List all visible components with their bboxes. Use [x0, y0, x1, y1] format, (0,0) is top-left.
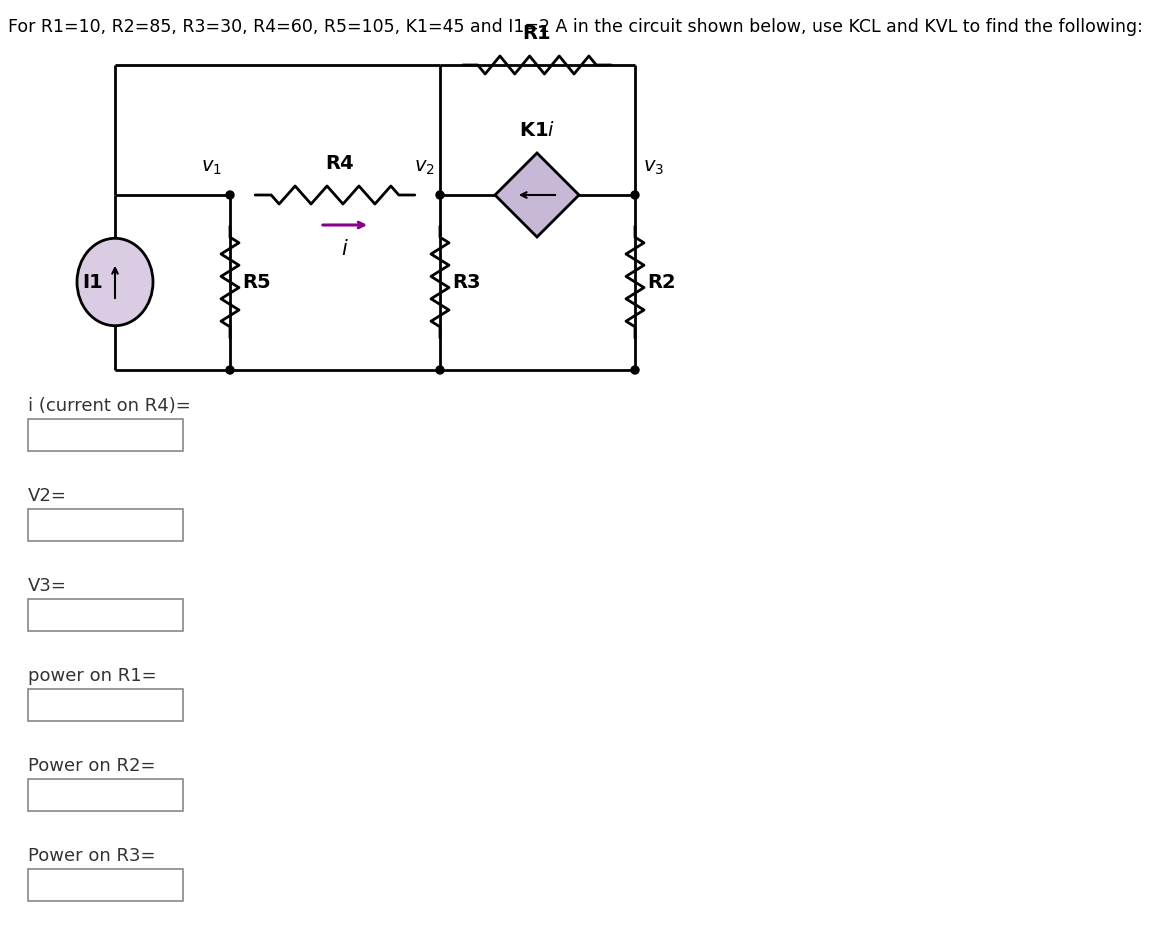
Polygon shape: [494, 153, 578, 237]
Text: power on R1=: power on R1=: [28, 667, 156, 685]
Text: R5: R5: [242, 273, 270, 292]
Text: $i$: $i$: [342, 239, 348, 259]
FancyBboxPatch shape: [28, 869, 183, 901]
Text: R4: R4: [325, 154, 354, 173]
Text: $v_1$: $v_1$: [201, 158, 222, 177]
Text: R1: R1: [523, 24, 551, 43]
Circle shape: [436, 366, 444, 374]
Ellipse shape: [77, 238, 153, 325]
Text: R3: R3: [452, 273, 481, 292]
Circle shape: [631, 191, 639, 199]
Text: Power on R2=: Power on R2=: [28, 757, 155, 775]
Circle shape: [436, 191, 444, 199]
Text: Power on R3=: Power on R3=: [28, 847, 155, 865]
FancyBboxPatch shape: [28, 419, 183, 451]
Text: V3=: V3=: [28, 577, 67, 595]
Text: K1$i$: K1$i$: [519, 121, 555, 140]
FancyBboxPatch shape: [28, 689, 183, 721]
Text: For R1=10, R2=85, R3=30, R4=60, R5=105, K1=45 and I1=2 A in the circuit shown be: For R1=10, R2=85, R3=30, R4=60, R5=105, …: [8, 18, 1142, 36]
Circle shape: [227, 366, 233, 374]
Text: I1: I1: [83, 273, 104, 292]
Circle shape: [227, 191, 233, 199]
Text: R2: R2: [647, 273, 676, 292]
Text: V2=: V2=: [28, 487, 67, 505]
FancyBboxPatch shape: [28, 599, 183, 631]
Circle shape: [631, 366, 639, 374]
FancyBboxPatch shape: [28, 509, 183, 541]
FancyBboxPatch shape: [28, 779, 183, 811]
Text: $v_3$: $v_3$: [643, 158, 664, 177]
Text: $v_2$: $v_2$: [414, 158, 435, 177]
Text: i (current on R4)=: i (current on R4)=: [28, 397, 191, 415]
